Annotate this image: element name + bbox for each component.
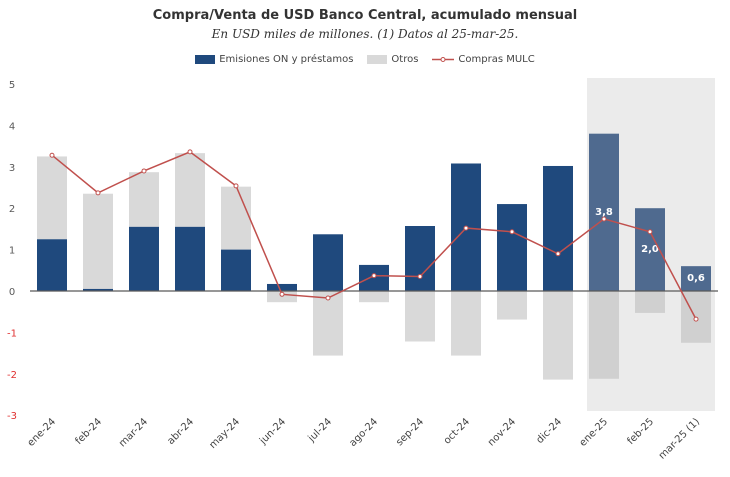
x-tick-label: feb-25	[625, 416, 656, 447]
bar-emisiones	[221, 249, 251, 291]
y-tick-label: -2	[7, 370, 17, 381]
point-compras-mulc	[463, 225, 469, 231]
point-compras-mulc	[279, 291, 285, 297]
bar-emisiones	[405, 226, 435, 291]
bar-emisiones	[497, 204, 527, 291]
legend-swatch	[195, 55, 216, 64]
bar-emisiones	[37, 239, 67, 291]
data-label: 2,0	[641, 244, 659, 255]
point-compras-mulc	[555, 251, 561, 257]
legend-line-swatch	[432, 57, 455, 62]
bar-emisiones	[313, 234, 343, 291]
x-tick-label: sep-24	[394, 416, 426, 448]
x-tick-label: dic-24	[534, 416, 564, 446]
y-tick-label: 0	[9, 287, 15, 298]
x-tick-label: ago-24	[348, 416, 381, 449]
point-compras-mulc	[325, 295, 331, 301]
y-tick-label: 4	[9, 121, 15, 132]
y-tick-label: 3	[9, 163, 15, 174]
point-compras-mulc	[233, 183, 239, 189]
bar-otros	[37, 156, 67, 240]
bar-otros	[497, 291, 527, 320]
chart-title: Compra/Venta de USD Banco Central, acumu…	[152, 8, 578, 23]
x-tick-label: may-24	[208, 416, 243, 451]
bar-otros	[313, 291, 343, 356]
point-compras-mulc	[95, 190, 101, 196]
y-tick-label: 1	[9, 246, 15, 257]
y-tick-label: -3	[7, 411, 17, 422]
bar-otros	[221, 186, 251, 250]
x-tick-label: ene-25	[578, 416, 611, 449]
bar-emisiones	[129, 226, 159, 291]
bar-otros	[359, 291, 389, 303]
x-tick-label: jun-24	[257, 416, 288, 447]
legend-swatch	[367, 55, 388, 64]
point-compras-mulc	[371, 273, 377, 279]
data-label: 0,6	[687, 273, 705, 284]
bar-otros	[635, 291, 665, 313]
legend-label: Otros	[391, 54, 419, 65]
x-tick-label: ene-24	[26, 416, 59, 449]
legend-label: Compras MULC	[458, 54, 535, 65]
bar-otros	[405, 291, 435, 342]
x-tick-label: mar-24	[117, 416, 150, 449]
point-compras-mulc	[141, 168, 147, 174]
bar-emisiones	[543, 165, 573, 291]
bar-otros	[129, 172, 159, 227]
bar-emisiones	[175, 226, 205, 291]
legend: Emisiones ON y préstamos Otros Compras M…	[0, 54, 730, 65]
point-compras-mulc	[509, 229, 515, 235]
bar-otros	[543, 291, 573, 380]
legend-label: Emisiones ON y préstamos	[219, 54, 354, 65]
x-tick-label: feb-24	[73, 416, 104, 447]
y-tick-label: 5	[9, 80, 15, 91]
point-compras-mulc	[601, 216, 607, 222]
x-tick-label: oct-24	[442, 416, 472, 446]
bar-emisiones	[589, 133, 619, 291]
point-compras-mulc	[647, 229, 653, 235]
legend-item-compras: Compras MULC	[432, 54, 535, 65]
y-tick-label: -1	[7, 328, 17, 339]
chart-subtitle: En USD miles de millones. (1) Datos al 2…	[211, 27, 519, 41]
x-tick-label: mar-25 (1)	[657, 416, 702, 461]
bar-emisiones	[83, 288, 113, 291]
bar-otros	[175, 153, 205, 227]
point-compras-mulc	[417, 274, 423, 280]
x-tick-label: nov-24	[486, 416, 518, 448]
data-label: 3,8	[595, 207, 613, 218]
x-tick-label: abr-24	[166, 416, 197, 447]
bar-otros	[589, 291, 619, 379]
bar-emisiones	[681, 266, 711, 291]
bar-otros	[451, 291, 481, 356]
point-compras-mulc	[49, 152, 55, 158]
x-tick-label: jul-24	[306, 416, 334, 444]
y-tick-label: 2	[9, 204, 15, 215]
point-compras-mulc	[187, 149, 193, 155]
legend-item-emisiones: Emisiones ON y préstamos	[195, 54, 353, 65]
point-compras-mulc	[693, 316, 699, 322]
bar-emisiones	[267, 283, 297, 291]
bar-otros	[83, 193, 113, 289]
legend-item-otros: Otros	[367, 54, 418, 65]
